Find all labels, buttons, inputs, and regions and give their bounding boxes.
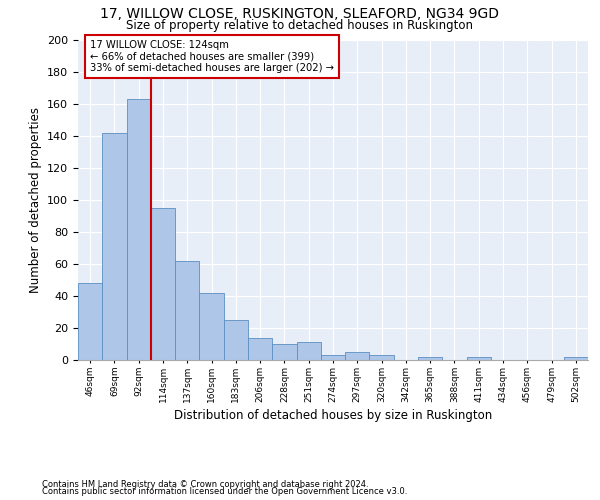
Bar [224,320,248,360]
Bar [370,355,394,360]
Bar [199,293,224,360]
Bar [272,344,296,360]
Bar [151,208,175,360]
Y-axis label: Number of detached properties: Number of detached properties [29,107,41,293]
Bar [78,283,102,360]
Bar [102,133,127,360]
Bar [467,357,491,360]
Bar [345,352,370,360]
Bar [248,338,272,360]
Bar [418,357,442,360]
Text: Size of property relative to detached houses in Ruskington: Size of property relative to detached ho… [127,18,473,32]
Bar [296,342,321,360]
Bar [321,355,345,360]
X-axis label: Distribution of detached houses by size in Ruskington: Distribution of detached houses by size … [174,409,492,422]
Text: 17, WILLOW CLOSE, RUSKINGTON, SLEAFORD, NG34 9GD: 17, WILLOW CLOSE, RUSKINGTON, SLEAFORD, … [101,8,499,22]
Text: Contains public sector information licensed under the Open Government Licence v3: Contains public sector information licen… [42,487,407,496]
Bar [175,261,199,360]
Text: Contains HM Land Registry data © Crown copyright and database right 2024.: Contains HM Land Registry data © Crown c… [42,480,368,489]
Text: 17 WILLOW CLOSE: 124sqm
← 66% of detached houses are smaller (399)
33% of semi-d: 17 WILLOW CLOSE: 124sqm ← 66% of detache… [90,40,334,73]
Bar [564,357,588,360]
Bar [127,99,151,360]
